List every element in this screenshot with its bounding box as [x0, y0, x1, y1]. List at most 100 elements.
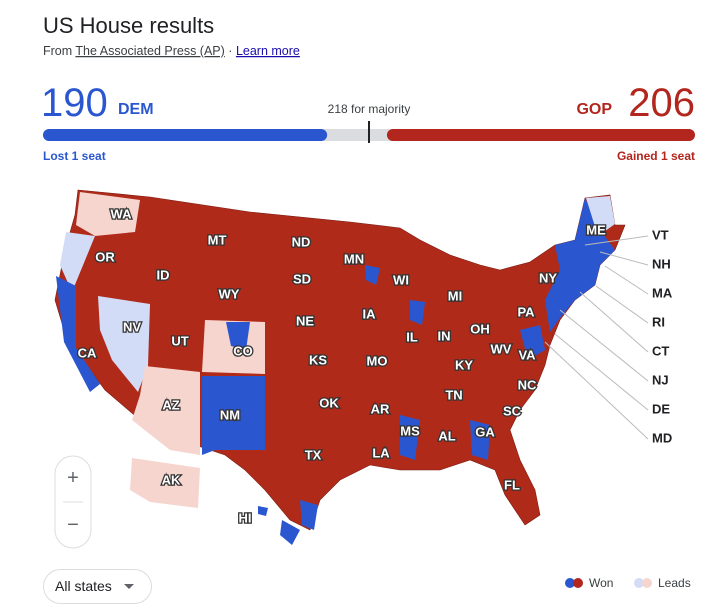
- state-label: MN: [344, 251, 364, 266]
- callout-label: CT: [652, 343, 669, 358]
- mn-won: [365, 265, 380, 285]
- zoom-in[interactable]: +: [67, 467, 79, 489]
- nm-won: [202, 376, 265, 455]
- me-leads: [586, 196, 615, 236]
- dem-label: DEM: [118, 101, 154, 118]
- hi-won: [280, 520, 300, 545]
- state-label: PA: [517, 304, 535, 319]
- state-label: ME: [586, 222, 606, 237]
- ca-won: [56, 276, 100, 392]
- tx-won: [300, 500, 318, 530]
- legend-leads-dem: [634, 578, 644, 588]
- dem-bar: [43, 129, 328, 141]
- majority-label: 218 for majority: [328, 102, 411, 116]
- callout-line: [544, 341, 649, 440]
- hi-won: [258, 506, 268, 516]
- callout-line: [599, 251, 649, 266]
- title: US House results: [43, 13, 214, 38]
- state-label: LA: [372, 445, 390, 460]
- state-label: ND: [292, 234, 311, 249]
- source-link[interactable]: The Associated Press (AP): [75, 44, 224, 58]
- dem-seats: 190: [41, 81, 108, 125]
- callout-label: VT: [652, 227, 669, 242]
- state-label: OH: [470, 321, 490, 336]
- state-label: NY: [539, 270, 557, 285]
- legend-won: Won: [589, 576, 613, 590]
- callout-label: RI: [652, 314, 665, 329]
- state-label: WY: [219, 286, 240, 301]
- state-label: MI: [448, 288, 462, 303]
- co-won: [226, 322, 250, 350]
- state-label: IL: [406, 329, 418, 344]
- state-label: WI: [393, 272, 409, 287]
- state-label: NM: [220, 407, 240, 422]
- callout-line: [584, 235, 649, 246]
- us-map: WA OR ID MT ND MN WI MI NY ME SD WY NV UT CO NE IA IL IN OH…: [54, 189, 673, 545]
- state-label: WV: [491, 341, 512, 356]
- co-leads: [202, 320, 265, 374]
- legend-leads-gop: [642, 578, 652, 588]
- state-label: NV: [123, 319, 141, 334]
- state-label: AZ: [162, 397, 179, 412]
- state-label: ID: [157, 267, 170, 282]
- state-label: VA: [518, 347, 536, 362]
- callout-label: MD: [652, 430, 672, 445]
- state-label: OK: [319, 395, 339, 410]
- learn-more[interactable]: Learn more: [236, 44, 300, 58]
- state-label: KS: [309, 352, 327, 367]
- callout-label: MA: [652, 285, 673, 300]
- dem-change: Lost 1 seat: [43, 149, 106, 163]
- ak-leads: [130, 458, 200, 508]
- legend-won-dem: [565, 578, 575, 588]
- ga-won: [470, 420, 490, 460]
- state-label: NC: [518, 377, 537, 392]
- callout-label: NJ: [652, 372, 669, 387]
- coast-leads: [60, 232, 95, 292]
- wa-leads: [76, 192, 140, 236]
- callout-line: [554, 333, 649, 411]
- gop-bar: [386, 129, 695, 141]
- legend-won-gop: [573, 578, 583, 588]
- state-label: AK: [162, 472, 181, 487]
- callout-label: DE: [652, 401, 670, 416]
- gop-label: GOP: [576, 101, 612, 118]
- state-label: SC: [503, 403, 522, 418]
- gop-change: Gained 1 seat: [617, 149, 695, 163]
- callout-line: [604, 265, 649, 295]
- state-label: CO: [233, 343, 253, 358]
- callout-line: [579, 291, 649, 353]
- source-line: From The Associated Press (AP) · Learn m…: [43, 44, 300, 58]
- state-label: HI: [239, 510, 252, 525]
- separator: ·: [228, 44, 232, 58]
- state-label: SD: [293, 271, 311, 286]
- gop-seats: 206: [628, 81, 695, 125]
- state-label: TN: [445, 387, 462, 402]
- zoom-out[interactable]: −: [67, 514, 79, 536]
- state-label: OR: [95, 249, 115, 264]
- state-label: NE: [296, 313, 314, 328]
- nv-leads: [98, 296, 150, 392]
- callout-label: NH: [652, 256, 671, 271]
- state-label: IN: [438, 328, 451, 343]
- state-label: MS: [400, 423, 420, 438]
- legend-leads: Leads: [658, 576, 691, 590]
- az-leads: [132, 366, 200, 455]
- state-label: FL: [504, 477, 520, 492]
- state-label: AL: [438, 428, 455, 443]
- state-label: CA: [78, 345, 97, 360]
- state-label: KY: [455, 357, 473, 372]
- callout-line: [559, 309, 649, 382]
- filter-dropdown[interactable]: [43, 569, 152, 604]
- state-label: WA: [111, 206, 133, 221]
- dropdown-arrow: [124, 584, 134, 589]
- source-prefix: From: [43, 44, 72, 58]
- state-label: AR: [371, 401, 390, 416]
- state-label: UT: [171, 333, 188, 348]
- filter-label: All states: [55, 578, 112, 594]
- il-won: [410, 300, 425, 325]
- state-label: TX: [305, 447, 322, 462]
- state-label: MT: [208, 232, 227, 247]
- state-label: GA: [475, 424, 495, 439]
- callout-line: [595, 285, 649, 324]
